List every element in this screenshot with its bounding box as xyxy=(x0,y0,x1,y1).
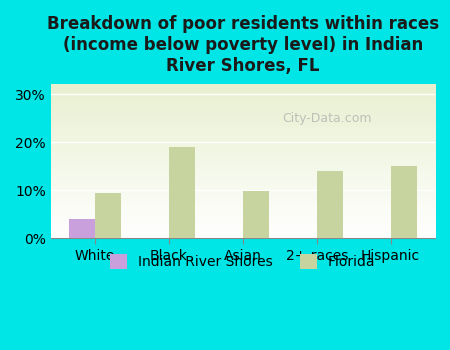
Title: Breakdown of poor residents within races
(income below poverty level) in Indian
: Breakdown of poor residents within races… xyxy=(47,15,439,75)
Bar xyxy=(243,191,269,238)
Bar xyxy=(169,147,195,238)
Legend: Indian River Shores, Florida: Indian River Shores, Florida xyxy=(104,249,381,275)
Bar xyxy=(95,193,121,238)
Bar xyxy=(69,219,95,238)
Text: City-Data.com: City-Data.com xyxy=(283,112,372,125)
Bar xyxy=(391,166,417,238)
Bar xyxy=(317,171,342,238)
